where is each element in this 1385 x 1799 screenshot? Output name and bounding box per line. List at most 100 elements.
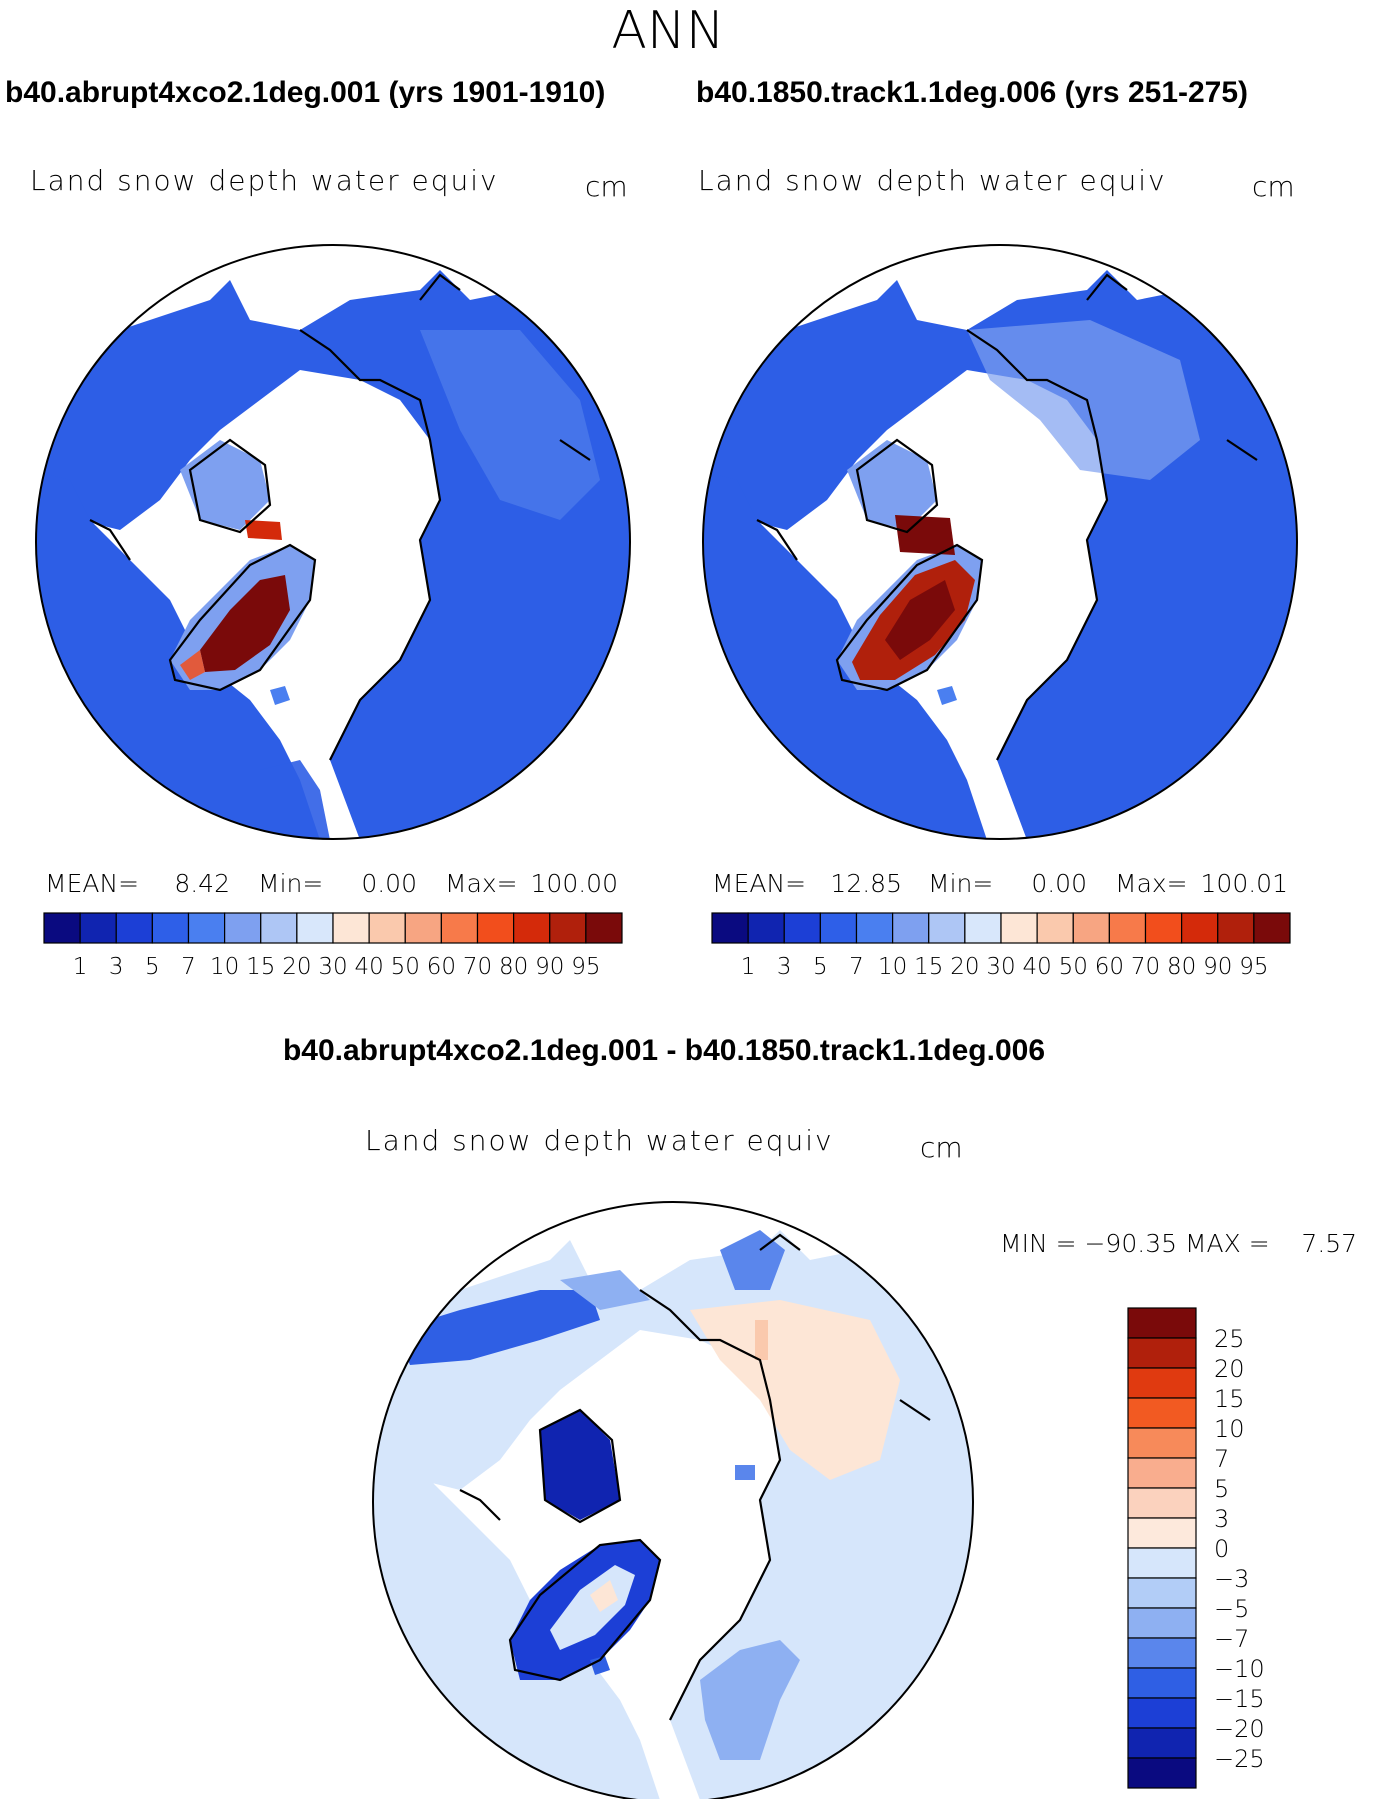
right-colorbar-swatch (747, 912, 785, 944)
diff-colorbar-tick-label: 10 (1214, 1415, 1245, 1443)
right-map-svalbard (937, 686, 957, 705)
diff-colorbar-tick-label: −10 (1214, 1655, 1265, 1683)
diff-colorbar-tick-label: 25 (1214, 1325, 1245, 1353)
diff-map-russia-spot (735, 1465, 755, 1480)
diff-colorbar-swatch (1127, 1607, 1197, 1639)
left-colorbar-tick-label: 80 (499, 954, 528, 980)
diff-map-coastline (459, 1233, 931, 1721)
diff-map-europe-band (700, 1640, 800, 1760)
diff-colorbar-tick-label: 15 (1214, 1385, 1245, 1413)
diff-map-siberia-spot (755, 1320, 768, 1360)
right-colorbar-tick-label: 15 (914, 954, 943, 980)
left-max-label: Max= (445, 869, 518, 898)
right-colorbar-swatch (1108, 912, 1147, 944)
right-units-label: cm (1252, 170, 1295, 203)
right-map-siberia-interior (967, 320, 1200, 480)
right-max-value: 100.01 (1201, 869, 1288, 898)
right-colorbar-tick-label: 70 (1131, 954, 1160, 980)
left-colorbar-swatch (476, 912, 515, 944)
right-stats: MEAN= 12.85 Min= 0.00 Max= 100.01 (712, 869, 1288, 898)
left-colorbar-swatch (296, 912, 334, 944)
diff-colorbar-swatch (1127, 1487, 1197, 1519)
right-variable-label: Land snow depth water equiv (698, 164, 1167, 197)
left-min-label: Min= (258, 869, 323, 898)
left-colorbar-tick-label: 3 (109, 954, 124, 980)
left-colorbar-tick-label: 30 (318, 954, 347, 980)
right-colorbar-swatch (1144, 912, 1183, 944)
diff-colorbar-tick-label: −7 (1214, 1625, 1249, 1653)
diff-map-svalbard (590, 1656, 610, 1675)
diff-colorbar-tick-label: −15 (1214, 1685, 1265, 1713)
left-colorbar-tick-label: 20 (282, 954, 311, 980)
left-colorbar-tick-label: 10 (210, 954, 239, 980)
diff-colorbar-swatch (1127, 1367, 1197, 1399)
left-colorbar-swatch (404, 912, 442, 944)
left-colorbar: 1 3 5 7 10 15 20 30 40 50 60 70 80 90 95 (43, 912, 623, 980)
right-colorbar-swatch (1217, 912, 1255, 944)
right-min-value: 0.00 (1031, 869, 1087, 898)
left-colorbar-swatch (260, 912, 298, 944)
left-colorbar-swatch (585, 912, 623, 944)
right-colorbar-swatch (783, 912, 821, 944)
right-colorbar: 1 3 5 7 10 15 20 30 40 50 60 70 80 90 95 (711, 912, 1291, 980)
left-variable-label: Land snow depth water equiv (30, 164, 499, 197)
diff-colorbar-tick-label: 5 (1214, 1475, 1229, 1503)
left-mean-label: MEAN= (45, 869, 139, 898)
diff-colorbar-swatch (1127, 1667, 1197, 1699)
left-map-greenland-core (200, 575, 290, 672)
right-min-label: Min= (928, 869, 993, 898)
diff-colorbar-tick-label: −3 (1214, 1565, 1249, 1593)
left-colorbar-tick-label: 50 (391, 954, 420, 980)
left-colorbar-swatch (513, 912, 551, 944)
right-colorbar-tick-label: 50 (1059, 954, 1088, 980)
right-map-ellesmere (895, 515, 955, 555)
right-mean-label: MEAN= (712, 869, 806, 898)
diff-colorbar-swatch (1127, 1637, 1197, 1669)
left-colorbar-swatch (332, 912, 370, 944)
right-colorbar-tick-label: 7 (849, 954, 864, 980)
right-colorbar-tick-label: 90 (1203, 954, 1232, 980)
right-colorbar-swatch (1000, 912, 1038, 944)
left-colorbar-swatch (79, 912, 117, 944)
right-colorbar-tick-label: 30 (986, 954, 1015, 980)
right-max-label: Max= (1115, 869, 1188, 898)
left-colorbar-swatch (187, 912, 226, 944)
diff-variable-label: Land snow depth water equiv (365, 1124, 834, 1157)
diff-colorbar-swatch (1127, 1757, 1197, 1789)
right-colorbar-tick-label: 95 (1239, 954, 1268, 980)
diff-map-eurasia-band (395, 1290, 600, 1365)
diff-map-eurasia-band-light (560, 1270, 650, 1310)
right-colorbar-tick-label: 80 (1167, 954, 1196, 980)
right-map-coastline (756, 273, 1258, 761)
left-colorbar-tick-label: 5 (145, 954, 160, 980)
diff-colorbar-tick-label: 0 (1214, 1535, 1229, 1563)
diff-colorbar-tick-label: −20 (1214, 1715, 1265, 1743)
diff-colorbar-swatch (1127, 1547, 1197, 1579)
right-colorbar-swatch (855, 912, 894, 944)
diff-colorbar-tick-label: −25 (1214, 1745, 1265, 1773)
right-colorbar-tick-label: 5 (813, 954, 828, 980)
left-colorbar-tick-label: 7 (181, 954, 196, 980)
right-colorbar-tick-label: 3 (777, 954, 792, 980)
right-colorbar-swatch (819, 912, 858, 944)
left-polar-map (35, 244, 631, 840)
diff-colorbar-swatch (1127, 1337, 1197, 1369)
diff-units-label: cm (920, 1131, 963, 1164)
diff-colorbar-swatch (1127, 1577, 1197, 1609)
right-map-greenland-inner (885, 580, 955, 660)
left-map-svalbard (270, 686, 290, 705)
left-colorbar-tick-label: 95 (571, 954, 600, 980)
diff-map-siberia-warm (690, 1300, 900, 1480)
diff-title: b40.abrupt4xco2.1deg.001 - b40.1850.trac… (283, 1034, 1045, 1067)
right-colorbar-swatch (1072, 912, 1110, 944)
diff-map-archipelago (540, 1410, 620, 1520)
diff-colorbar-swatch (1127, 1697, 1197, 1729)
left-colorbar-swatch (440, 912, 479, 944)
diff-polar-map (372, 1201, 974, 1799)
left-colorbar-tick-label: 90 (535, 954, 564, 980)
diff-colorbar-tick-label: 7 (1214, 1445, 1229, 1473)
left-colorbar-swatch (43, 912, 81, 944)
left-map-ellesmere (245, 520, 282, 540)
left-colorbar-swatch (368, 912, 406, 944)
